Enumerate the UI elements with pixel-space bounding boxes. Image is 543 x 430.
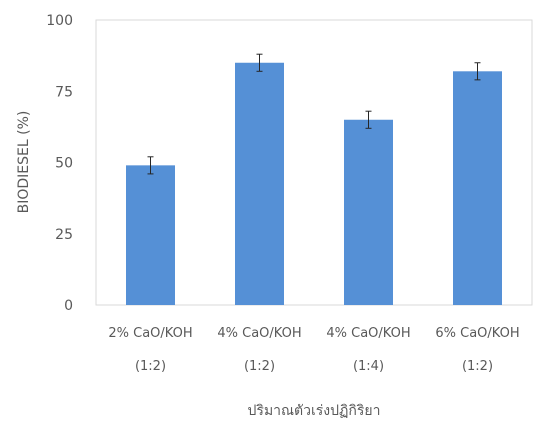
error-bars bbox=[147, 53, 481, 175]
category-label: 6% CaO/KOH bbox=[435, 326, 519, 341]
category-sublabel: (1:2) bbox=[135, 359, 166, 374]
error-bar bbox=[474, 62, 481, 81]
y-tick-label: 25 bbox=[55, 227, 73, 243]
y-tick-label: 50 bbox=[55, 156, 73, 172]
category-sublabel: (1:2) bbox=[244, 359, 275, 374]
y-tick-label: 75 bbox=[55, 84, 73, 100]
bars bbox=[126, 62, 502, 305]
plot-frame bbox=[95, 19, 533, 306]
category-sublabel: (1:2) bbox=[462, 359, 493, 374]
y-axis-title: BIODIESEL (%) bbox=[16, 111, 32, 214]
bar bbox=[235, 62, 284, 305]
category-labels: 2% CaO/KOH (1:2) 4% CaO/KOH (1:2) 4% CaO/KOH… bbox=[108, 326, 519, 374]
category-label: 4% CaO/KOH bbox=[326, 326, 410, 341]
y-tick-label: 0 bbox=[64, 298, 73, 314]
category-label: 4% CaO/KOH bbox=[217, 326, 301, 341]
error-bar bbox=[147, 156, 154, 175]
y-tick-labels: 0 25 50 75 100 bbox=[46, 13, 73, 314]
y-tick-label: 100 bbox=[46, 13, 73, 29]
bar bbox=[453, 71, 502, 305]
bar bbox=[126, 165, 175, 305]
error-bar bbox=[256, 53, 263, 72]
category-label: 2% CaO/KOH bbox=[108, 326, 192, 341]
bar bbox=[344, 119, 393, 305]
category-sublabel: (1:4) bbox=[353, 359, 384, 374]
error-bar bbox=[365, 110, 372, 129]
x-axis-title: ปริมาณตัวเร่งปฏิกิริยา bbox=[248, 403, 381, 419]
